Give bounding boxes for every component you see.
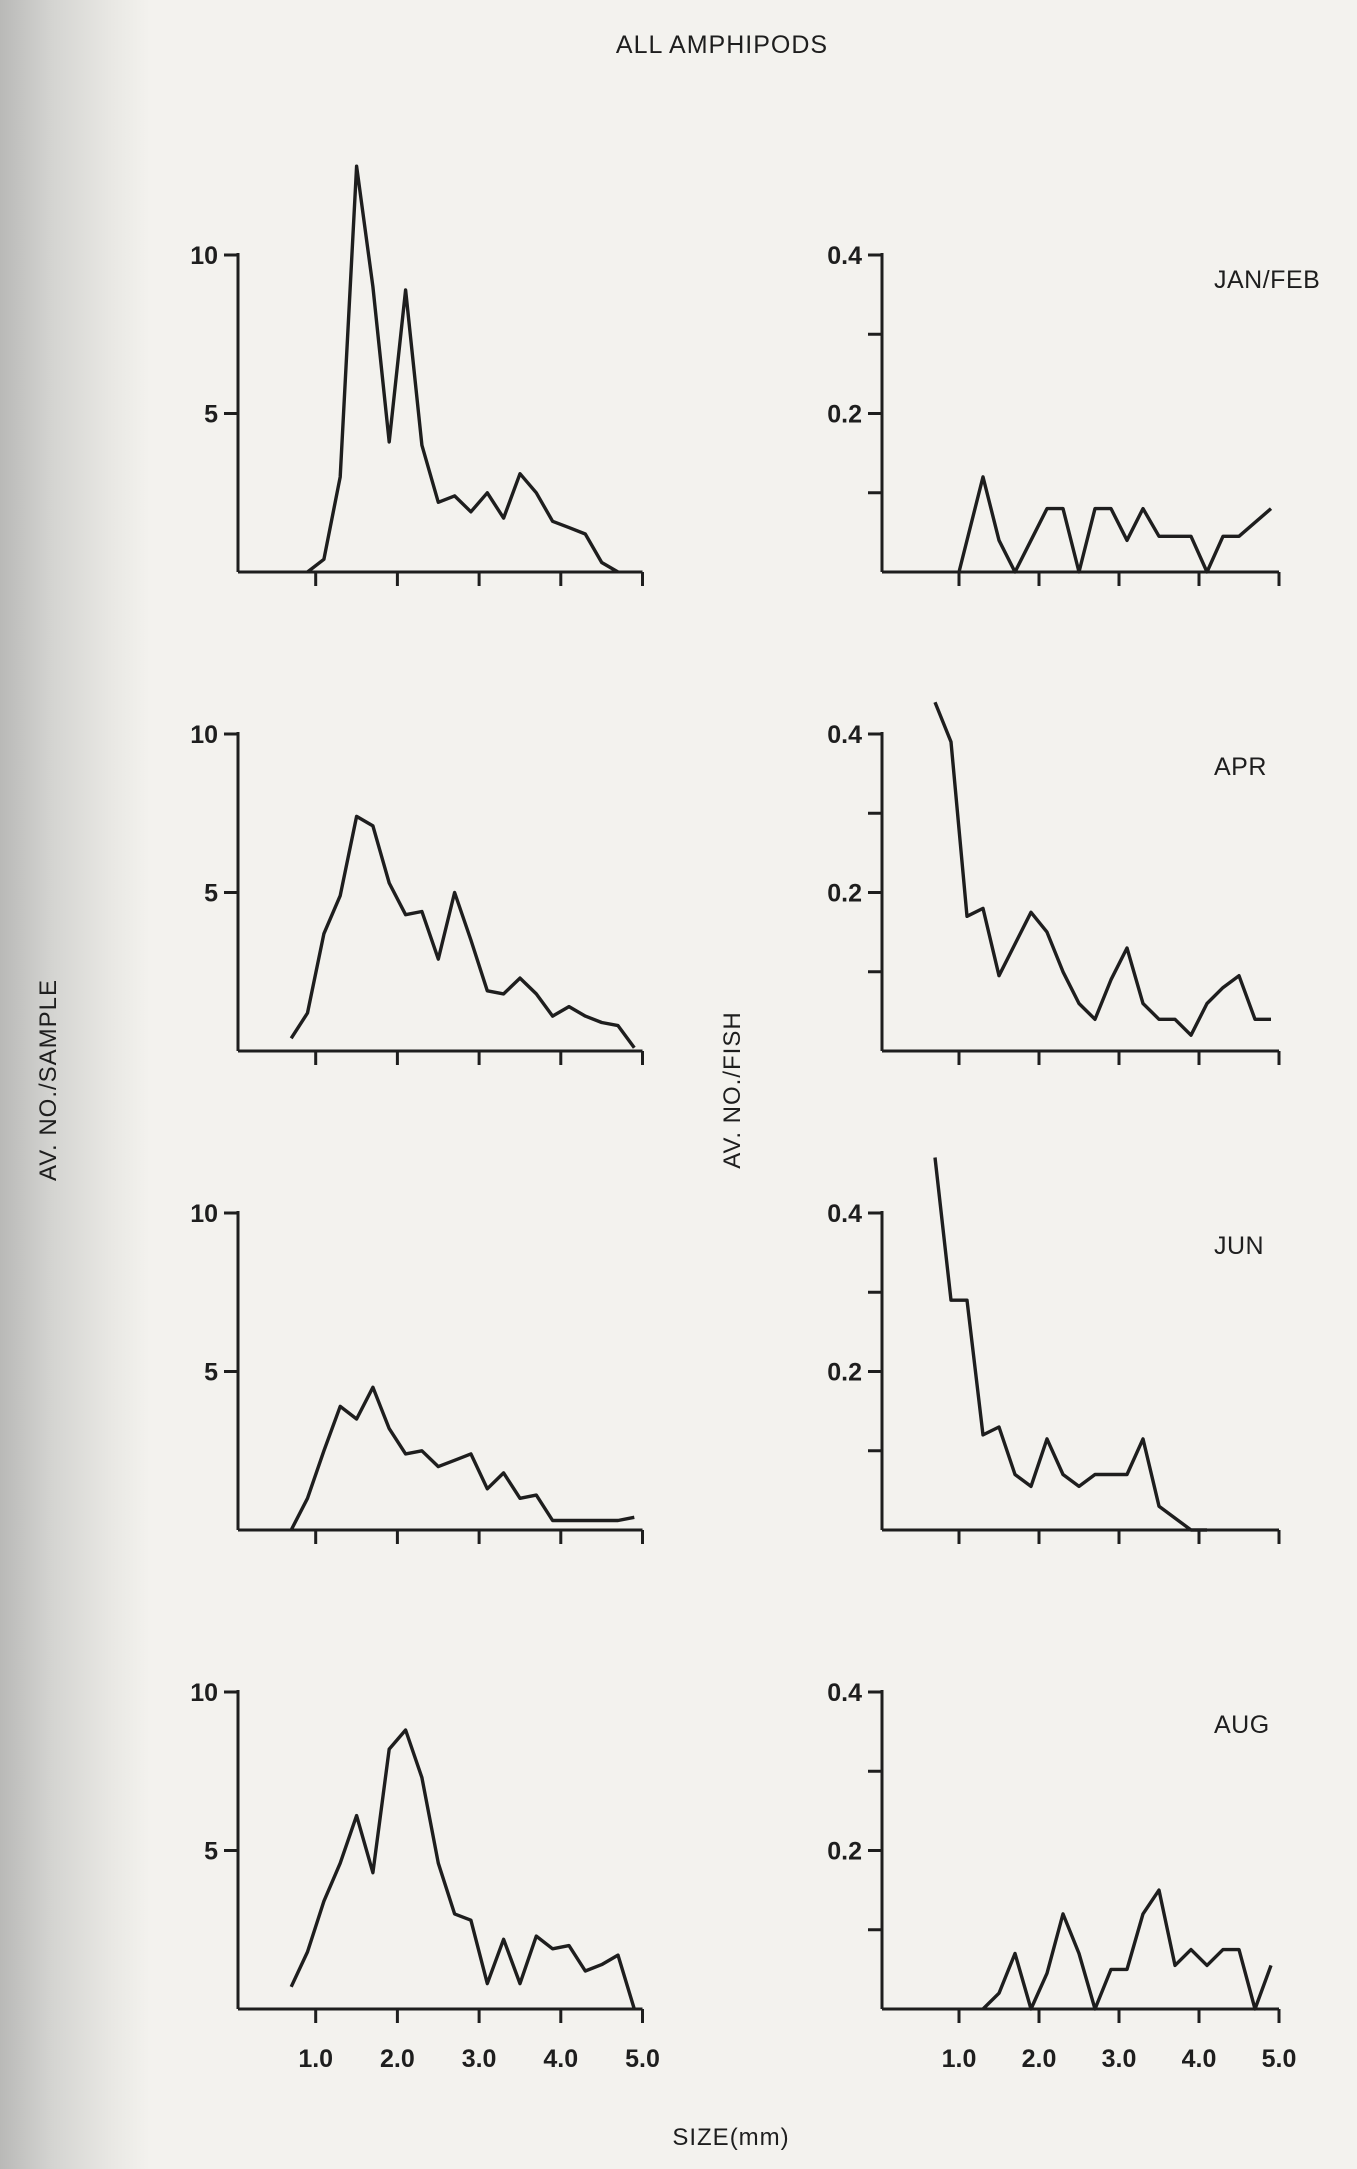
panel-apr-right: 0.2 0.4 APR bbox=[827, 701, 1281, 1065]
y-tick-label: 5 bbox=[204, 880, 218, 908]
page-shadow bbox=[0, 0, 150, 2169]
x-tick-label: 4.0 bbox=[1182, 2045, 1217, 2073]
month-label: APR bbox=[1214, 753, 1267, 781]
x-tick-label: 2.0 bbox=[1022, 2045, 1057, 2073]
y-axis-title-right: AV. NO./FISH bbox=[719, 1011, 746, 1168]
y-axis-title-left: AV. NO./SAMPLE bbox=[35, 979, 62, 1181]
panel-jan-feb-left: 5 10 bbox=[190, 164, 644, 586]
panel-apr-left: 5 10 bbox=[190, 721, 644, 1065]
panel-aug-left: 5 10 1.0 2.0 3.0 4.0 5.0 bbox=[190, 1679, 660, 2073]
panel-jun-left: 5 10 bbox=[190, 1200, 644, 1544]
y-tick-label: 0.4 bbox=[827, 1679, 862, 1707]
y-tick-label: 0.4 bbox=[827, 242, 862, 270]
y-tick-label: 0.4 bbox=[827, 721, 862, 749]
month-label: JUN bbox=[1214, 1232, 1264, 1260]
series-line bbox=[933, 1157, 1207, 1532]
panel-aug-right: 0.2 0.4 AUG 1.0 2.0 3.0 4.0 5.0 bbox=[827, 1679, 1296, 2073]
y-tick-label: 0.2 bbox=[827, 1359, 862, 1387]
x-axis-title: SIZE(mm) bbox=[672, 2124, 789, 2151]
x-tick-label: 5.0 bbox=[625, 2045, 660, 2073]
x-tick-label: 3.0 bbox=[462, 2045, 497, 2073]
series-line bbox=[981, 1888, 1273, 2011]
series-line bbox=[289, 1385, 635, 1531]
x-tick-label: 5.0 bbox=[1262, 2045, 1297, 2073]
series-line bbox=[957, 475, 1273, 574]
y-tick-label: 5 bbox=[204, 1838, 218, 1866]
y-tick-label: 10 bbox=[190, 721, 218, 749]
y-tick-label: 0.2 bbox=[827, 401, 862, 429]
y-tick-label: 10 bbox=[190, 242, 218, 270]
series-line bbox=[933, 701, 1271, 1037]
y-tick-label: 0.2 bbox=[827, 1838, 862, 1866]
y-tick-label: 0.4 bbox=[827, 1200, 862, 1228]
x-tick-label: 4.0 bbox=[543, 2045, 578, 2073]
x-tick-label: 3.0 bbox=[1102, 2045, 1137, 2073]
y-tick-label: 0.2 bbox=[827, 880, 862, 908]
panel-jan-feb-right: 0.2 0.4 JAN/FEB bbox=[827, 242, 1320, 586]
chart-title: ALL AMPHIPODS bbox=[616, 31, 828, 59]
series-line bbox=[289, 1728, 636, 2010]
x-tick-label: 1.0 bbox=[942, 2045, 977, 2073]
month-label: JAN/FEB bbox=[1214, 266, 1320, 294]
y-tick-label: 10 bbox=[190, 1679, 218, 1707]
series-line bbox=[289, 814, 636, 1049]
panel-jun-right: 0.2 0.4 JUN bbox=[827, 1157, 1281, 1544]
series-line bbox=[306, 164, 619, 574]
y-tick-label: 10 bbox=[190, 1200, 218, 1228]
y-tick-label: 5 bbox=[204, 1359, 218, 1387]
y-tick-label: 5 bbox=[204, 401, 218, 429]
x-tick-label: 1.0 bbox=[298, 2045, 333, 2073]
x-tick-label: 2.0 bbox=[380, 2045, 415, 2073]
month-label: AUG bbox=[1214, 1711, 1270, 1739]
